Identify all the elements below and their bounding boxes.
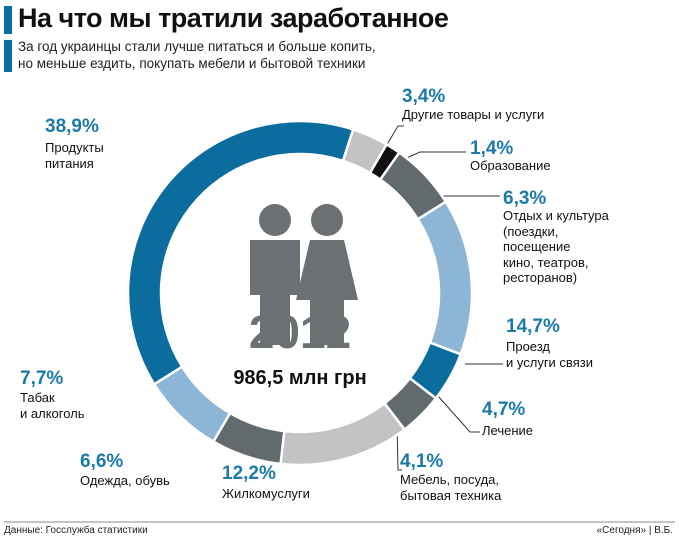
category-label: Проезд и услуги связи	[506, 339, 593, 370]
category-label: Образование	[470, 158, 551, 173]
subtitle: За год украинцы стали лучше питаться и б…	[18, 39, 376, 71]
title-bar	[4, 6, 12, 34]
value-label: 6,3%	[503, 188, 547, 209]
donut-segment	[416, 200, 474, 356]
category-label: Одежда, обувь	[80, 473, 170, 488]
value-label: 38,9%	[45, 116, 99, 137]
category-label: Мебель, посуда, бытовая техника	[400, 472, 502, 503]
title: На что мы тратили заработанное	[18, 3, 449, 33]
category-label: Продукты питания	[45, 140, 104, 171]
value-label: 3,4%	[402, 86, 446, 107]
value-label: 12,2%	[222, 463, 276, 484]
category-label: Жилкомуслуги	[222, 486, 310, 501]
subtitle-bar	[4, 40, 12, 72]
credit: «Сегодня» | В.Б.	[596, 525, 673, 536]
source: Данные: Госслужба статистики	[4, 525, 148, 536]
category-label: Другие товары и услуги	[402, 107, 545, 122]
category-label: Отдых и культура (поездки, посещение кин…	[503, 208, 609, 286]
center-label: 986,5 млн грн	[233, 367, 367, 389]
category-label: Табак и алкоголь	[20, 390, 85, 421]
people-icon	[250, 204, 358, 345]
donut-segment	[279, 401, 407, 467]
value-label: 1,4%	[470, 138, 514, 159]
value-label: 6,6%	[80, 451, 124, 472]
value-label: 7,7%	[20, 368, 64, 389]
value-label: 14,7%	[506, 316, 560, 337]
center-title: 2012	[248, 306, 352, 358]
leader-lines	[384, 125, 503, 471]
value-label: 4,7%	[482, 399, 526, 420]
donut-segment	[126, 119, 355, 386]
category-label: Лечение	[482, 423, 534, 438]
value-label: 4,1%	[400, 451, 444, 472]
